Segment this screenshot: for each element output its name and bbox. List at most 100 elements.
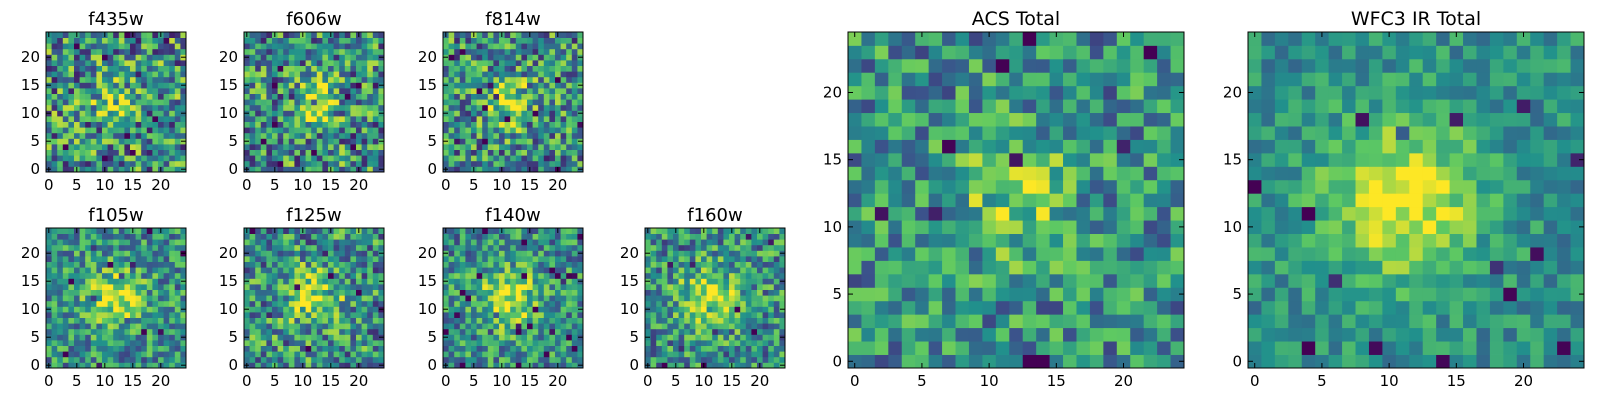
heatmap-cell — [549, 76, 556, 83]
heatmap-cell — [515, 155, 522, 162]
heatmap-cell — [152, 256, 159, 262]
heatmap-cell — [255, 239, 262, 246]
heatmap-cell — [729, 345, 735, 352]
heatmap-cell — [277, 144, 284, 150]
heatmap-cell — [487, 104, 494, 111]
heatmap-cell — [68, 289, 75, 296]
heatmap-cell — [344, 278, 351, 285]
heatmap-cell — [378, 32, 385, 38]
heatmap-cell — [344, 306, 351, 313]
heatmap-cell — [1036, 354, 1050, 369]
heatmap-cell — [566, 334, 573, 341]
heatmap-cell — [333, 155, 340, 162]
heatmap-cell — [85, 278, 92, 285]
heatmap-cell — [465, 244, 472, 251]
heatmap-cell — [955, 327, 970, 342]
heatmap-cell — [499, 116, 505, 122]
heatmap-cell — [684, 300, 691, 307]
heatmap-cell — [673, 295, 679, 302]
heatmap-cell — [527, 289, 533, 296]
heatmap-cell — [521, 121, 528, 128]
heatmap-cell — [701, 233, 707, 240]
heatmap-cell — [773, 272, 780, 279]
heatmap-cell — [361, 37, 368, 44]
heatmap-cell — [372, 244, 379, 251]
heatmap-cell — [328, 43, 334, 50]
heatmap-cell — [107, 71, 114, 78]
heatmap-cell — [300, 256, 306, 262]
heatmap-cell — [339, 43, 346, 50]
heatmap-cell — [272, 300, 278, 307]
heatmap-cell — [779, 289, 786, 296]
heatmap-cell — [712, 250, 719, 257]
heatmap-cell — [487, 244, 494, 251]
heatmap-cell — [571, 228, 578, 234]
heatmap-cell — [757, 256, 763, 262]
heatmap-cell — [493, 121, 500, 128]
heatmap-cell — [96, 37, 103, 44]
heatmap-cell — [62, 127, 69, 134]
heatmap-cell — [448, 233, 455, 240]
heatmap-cell — [768, 306, 775, 313]
heatmap-cell — [367, 239, 374, 246]
heatmap-cell — [527, 88, 533, 94]
heatmap-cell — [96, 233, 103, 240]
heatmap-cell — [328, 312, 334, 318]
heatmap-cell — [995, 233, 1010, 248]
heatmap-cell — [57, 48, 64, 55]
heatmap-cell — [454, 356, 461, 363]
heatmap-cell — [762, 300, 769, 307]
heatmap-cell — [504, 278, 511, 285]
heatmap-cell — [678, 334, 685, 341]
heatmap-cell — [745, 278, 752, 285]
heatmap-cell — [255, 228, 262, 234]
heatmap-cell — [361, 32, 368, 38]
heatmap-cell — [316, 306, 323, 313]
heatmap-cell — [773, 261, 780, 268]
heatmap-cell — [146, 351, 153, 358]
heatmap-cell — [487, 138, 494, 145]
heatmap-cell — [328, 82, 334, 89]
heatmap-cell — [124, 261, 131, 268]
heatmap-cell — [169, 60, 176, 66]
heatmap-cell — [729, 317, 735, 324]
heatmap-cell — [476, 267, 483, 274]
heatmap-cell — [266, 116, 273, 122]
heatmap-cell — [260, 323, 267, 330]
heatmap-cell — [300, 93, 306, 100]
heatmap-cell — [350, 256, 357, 262]
heatmap-cell — [367, 88, 374, 94]
heatmap-cell — [260, 99, 267, 106]
heatmap-cell — [163, 317, 170, 324]
heatmap-cell — [339, 244, 346, 251]
heatmap-cell — [57, 32, 64, 38]
heatmap-cell — [532, 351, 539, 358]
heatmap-cell — [543, 345, 550, 352]
heatmap-cell — [90, 244, 97, 251]
heatmap-cell — [311, 121, 318, 128]
heatmap-cell — [260, 144, 267, 150]
heatmap-cell — [471, 278, 477, 285]
heatmap-cell — [174, 295, 181, 302]
heatmap-cell — [294, 54, 301, 61]
x-tick-label: 15 — [123, 372, 142, 390]
heatmap-cell — [560, 317, 567, 324]
heatmap-cell — [538, 306, 545, 313]
heatmap-cell — [107, 127, 114, 134]
x-tick-label: 20 — [151, 372, 170, 390]
heatmap-cell — [79, 60, 86, 66]
heatmap-cell — [982, 166, 997, 181]
heatmap-cell — [62, 351, 69, 358]
heatmap-cell — [555, 306, 561, 313]
heatmap-cell — [135, 289, 142, 296]
heatmap-cell — [667, 345, 674, 352]
heatmap-cell — [543, 250, 550, 257]
heatmap-cell — [169, 312, 176, 318]
heatmap-cell — [543, 60, 550, 66]
heatmap-cell — [745, 239, 752, 246]
heatmap-cell — [135, 306, 142, 313]
heatmap-cell — [249, 272, 256, 279]
heatmap-cell — [538, 155, 545, 162]
heatmap-cell — [135, 155, 142, 162]
heatmap-cell — [459, 76, 466, 83]
